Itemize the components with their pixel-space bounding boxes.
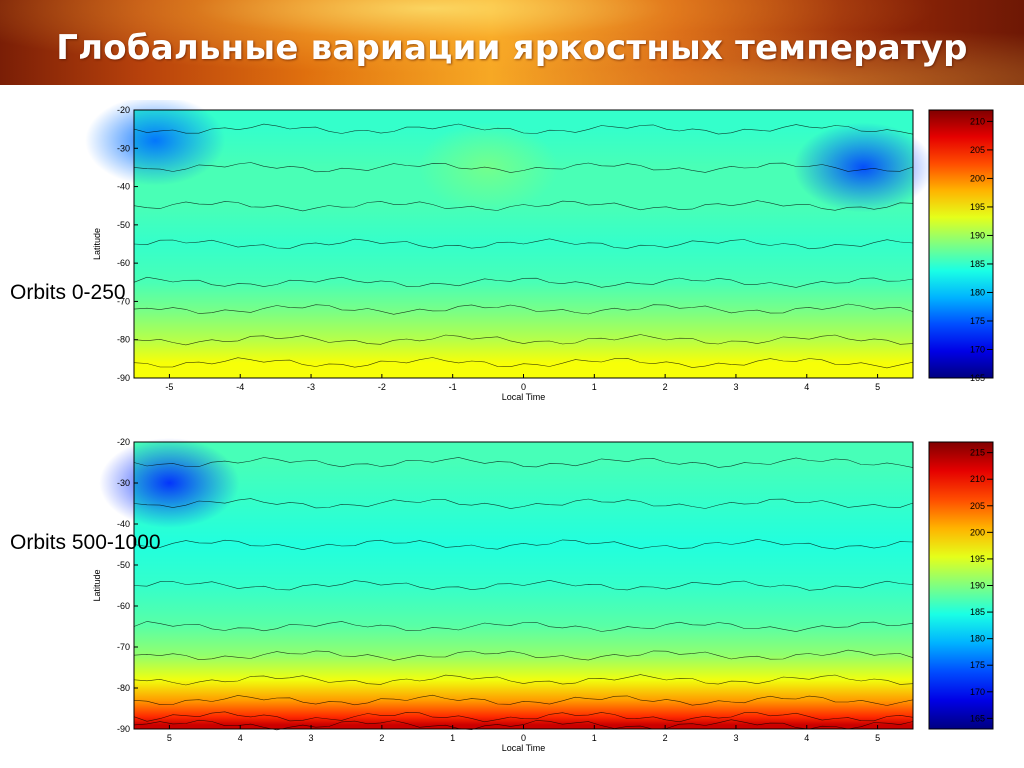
contour-line (133, 357, 914, 369)
y-tick-label: -20 (117, 437, 130, 447)
contour-line (133, 238, 914, 250)
colorbar-tick-label: 170 (970, 687, 985, 697)
contour-line (133, 649, 914, 661)
colorbar-tick-label: 190 (970, 230, 985, 240)
colorbar-tick-label: 180 (970, 634, 985, 644)
contour-line (133, 719, 914, 731)
x-tick-label: 5 (875, 733, 880, 743)
x-tick-label: 5 (167, 733, 172, 743)
colorbar-tick-label: 215 (970, 448, 985, 458)
x-tick-label: 4 (804, 382, 809, 392)
x-tick-label: 5 (875, 382, 880, 392)
x-tick-label: -4 (236, 382, 244, 392)
y-tick-label: -80 (117, 683, 130, 693)
x-tick-label: -3 (307, 382, 315, 392)
x-tick-label: 0 (521, 733, 526, 743)
contour-line (133, 579, 914, 591)
y-tick-label: -40 (117, 519, 130, 529)
x-tick-label: 2 (663, 382, 668, 392)
colorbar-tick-label: 200 (970, 527, 985, 537)
colorbar (928, 441, 994, 730)
colorbar-tick-label: 185 (970, 259, 985, 269)
colorbar-tick-label: 165 (970, 373, 985, 383)
contour-line (133, 123, 914, 135)
x-tick-label: 4 (804, 733, 809, 743)
contour-line (133, 498, 914, 509)
banner-glow (0, 0, 1024, 85)
x-tick-label: 2 (663, 733, 668, 743)
colorbar (928, 109, 994, 379)
y-tick-label: -80 (117, 335, 130, 345)
colorbar-tick-label: 170 (970, 344, 985, 354)
contour-line (133, 303, 914, 315)
x-tick-label: 1 (592, 733, 597, 743)
colorbar-tick-label: 175 (970, 660, 985, 670)
y-tick-label: -30 (117, 143, 130, 153)
y-tick-label: -30 (117, 478, 130, 488)
contour-line (133, 674, 914, 686)
x-tick-label: 3 (733, 733, 738, 743)
colorbar-tick-label: 195 (970, 202, 985, 212)
colorbar-tick-label: 205 (970, 501, 985, 511)
y-tick-label: -90 (117, 724, 130, 734)
contour-line (133, 538, 914, 551)
colorbar-tick-label: 180 (970, 287, 985, 297)
contour-line (133, 334, 914, 346)
contour-line (133, 711, 914, 723)
slide-banner: Глобальные вариации яркостных температур (0, 0, 1024, 85)
chart-orbits-500-1000: 5 4 3 2 1 0 1 2 3 4 5-20-30-40-50-60-70-80-90Local… (92, 437, 994, 753)
y-axis-label: Latitude (92, 569, 102, 601)
contour-line (133, 621, 914, 632)
contour-line (133, 694, 914, 706)
colorbar-tick-label: 210 (970, 474, 985, 484)
y-tick-label: -90 (117, 373, 130, 383)
cold-region (793, 122, 934, 213)
x-tick-label: 0 (521, 382, 526, 392)
side-label-orbits-0-250: Orbits 0-250 (10, 281, 126, 304)
contour-line (133, 457, 914, 468)
x-tick-label: -5 (165, 382, 173, 392)
x-tick-label: 3 (733, 382, 738, 392)
side-label-orbits-500-1000: Orbits 500-1000 (10, 531, 161, 554)
colorbar-tick-label: 165 (970, 713, 985, 723)
slide-title: Глобальные вариации яркостных температур (56, 28, 968, 68)
contour-lines (133, 123, 914, 369)
colorbar-tick-label: 185 (970, 607, 985, 617)
chart-orbits-0-250: -5 -4 -3 -2 -1 0 1 2 3 4 5 -20 -30 -40 -50 -60 -70 -80 -90… (85, 100, 994, 402)
colorbar-tick-label: 200 (970, 173, 985, 183)
x-tick-label: 4 (238, 733, 243, 743)
x-tick-label: 1 (592, 382, 597, 392)
x-tick-label: 1 (450, 733, 455, 743)
y-tick-label: -50 (117, 560, 130, 570)
y-tick-label: -20 (117, 105, 130, 115)
x-tick-label: -1 (449, 382, 457, 392)
colorbar-tick-label: 175 (970, 316, 985, 326)
colorbar-tick-label: 210 (970, 116, 985, 126)
contour-lines (133, 457, 914, 731)
y-tick-label: -60 (117, 258, 130, 268)
colorbar-tick-label: 190 (970, 581, 985, 591)
y-axis-label: Latitude (92, 228, 102, 260)
cold-region (85, 100, 226, 186)
contour-line (133, 276, 914, 288)
x-tick-label: 2 (379, 733, 384, 743)
y-tick-label: -70 (117, 642, 130, 652)
y-tick-label: -70 (117, 296, 130, 306)
y-tick-label: -50 (117, 220, 130, 230)
colorbar-tick-label: 205 (970, 145, 985, 155)
x-axis-label: Local Time (502, 743, 546, 753)
x-tick-label: -2 (378, 382, 386, 392)
y-tick-label: -60 (117, 601, 130, 611)
y-tick-label: -40 (117, 182, 130, 192)
x-tick-label: 3 (309, 733, 314, 743)
colorbar-tick-label: 195 (970, 554, 985, 564)
contour-line (133, 200, 914, 212)
x-axis-label: Local Time (502, 392, 546, 402)
contour-line (133, 162, 914, 173)
